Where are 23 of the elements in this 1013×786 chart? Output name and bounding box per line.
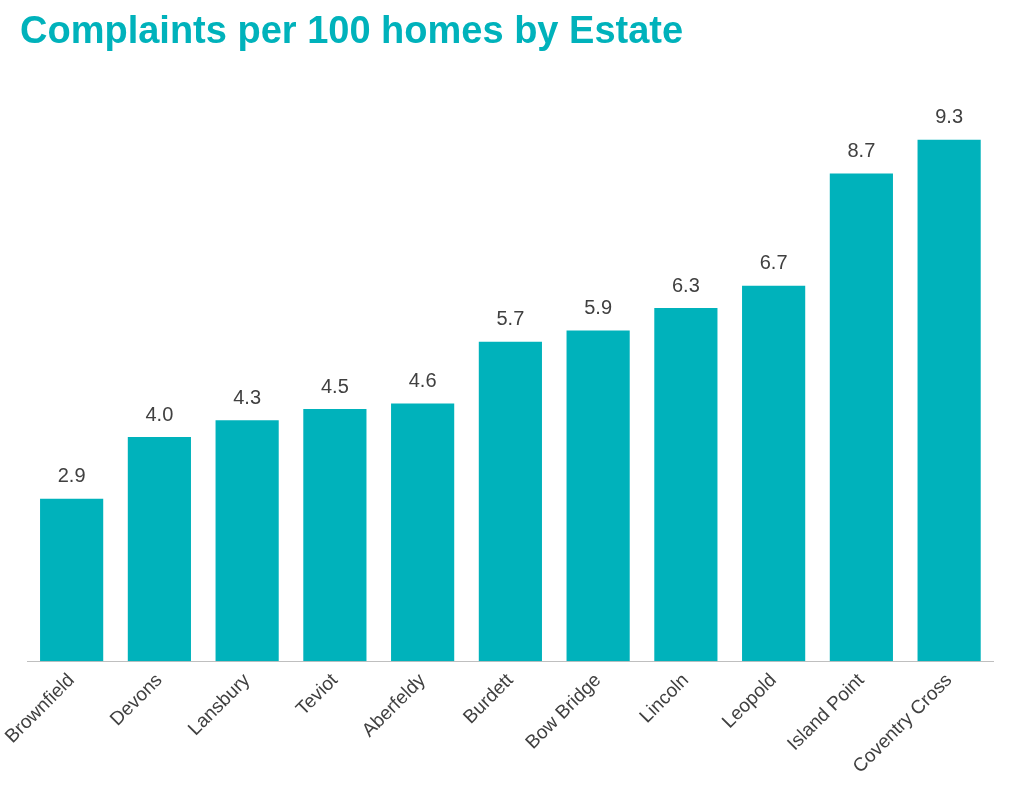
bar xyxy=(127,437,191,662)
bar xyxy=(478,341,542,662)
bar xyxy=(654,308,718,662)
data-label: 2.9 xyxy=(57,464,86,487)
bar xyxy=(40,498,104,662)
bar xyxy=(742,285,806,662)
data-label: 9.3 xyxy=(935,105,964,128)
bar xyxy=(303,408,367,662)
data-label: 4.0 xyxy=(145,402,174,425)
bar xyxy=(215,420,279,662)
data-label: 4.6 xyxy=(408,368,437,391)
data-label: 6.3 xyxy=(671,273,700,296)
bar xyxy=(566,330,630,662)
bar xyxy=(829,173,893,662)
data-label: 5.7 xyxy=(496,307,525,330)
chart-title: Complaints per 100 homes by Estate xyxy=(20,9,684,52)
data-label: 6.7 xyxy=(759,251,788,274)
data-label: 8.7 xyxy=(847,139,876,162)
data-label: 4.3 xyxy=(233,385,262,408)
bar xyxy=(917,139,981,662)
data-label: 4.5 xyxy=(320,374,349,397)
data-label: 5.9 xyxy=(584,296,613,318)
bar xyxy=(391,403,455,662)
